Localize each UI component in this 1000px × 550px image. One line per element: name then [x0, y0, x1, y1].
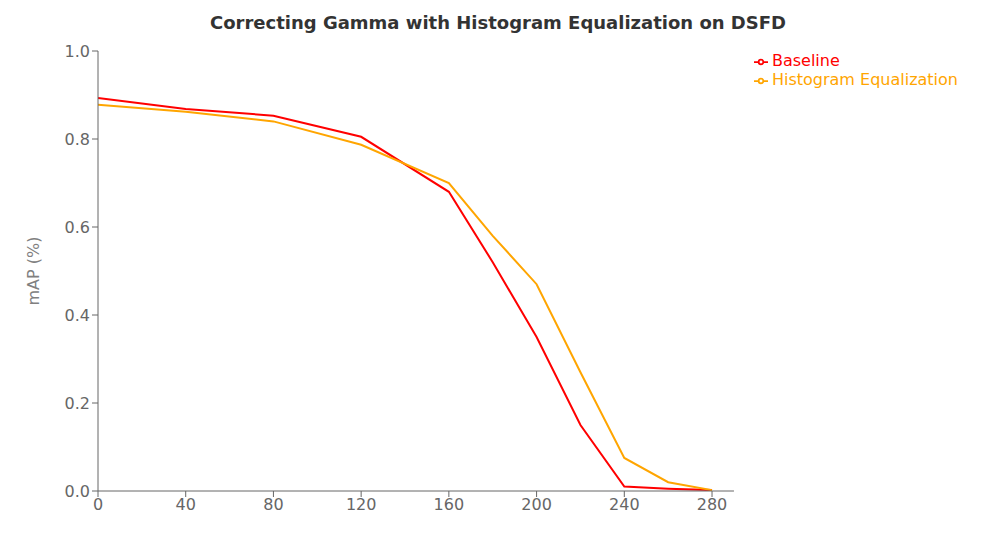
svg-text:80: 80: [263, 495, 283, 514]
svg-text:160: 160: [434, 495, 465, 514]
svg-text:1.0: 1.0: [65, 42, 90, 61]
svg-text:0: 0: [93, 495, 103, 514]
svg-text:40: 40: [176, 495, 196, 514]
svg-text:0.6: 0.6: [65, 218, 90, 237]
svg-text:0.8: 0.8: [65, 130, 90, 149]
svg-text:0.4: 0.4: [65, 306, 90, 325]
html-text:Histogram Equalization: Histogram Equalization: [772, 70, 958, 89]
svg-text:280: 280: [697, 495, 728, 514]
html-text:Baseline: Baseline: [772, 51, 840, 70]
svg-text:240: 240: [609, 495, 640, 514]
svg-text:mAP (%): mAP (%): [24, 237, 43, 306]
svg-text:0.0: 0.0: [65, 482, 90, 501]
svg-text:200: 200: [521, 495, 552, 514]
svg-text:0.2: 0.2: [65, 394, 90, 413]
svg-text:120: 120: [346, 495, 377, 514]
html-text:Correcting Gamma with Histogra: Correcting Gamma with Histogram Equaliza…: [210, 12, 786, 33]
